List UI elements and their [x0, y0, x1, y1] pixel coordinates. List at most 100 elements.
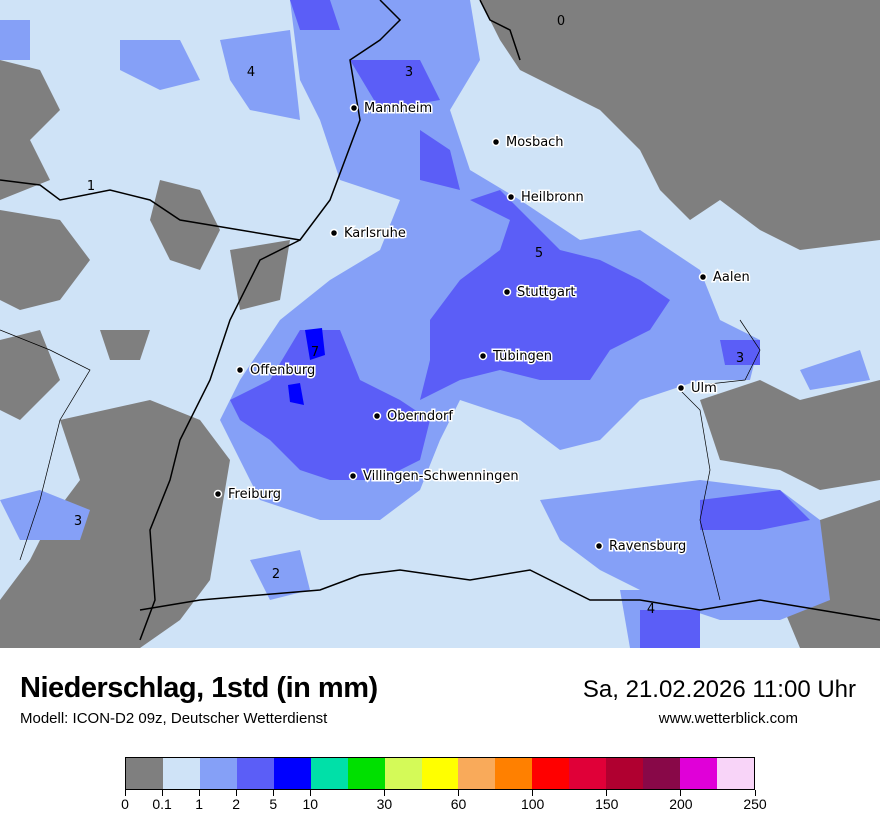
city-stuttgart: Stuttgart: [502, 284, 577, 302]
city-heilbronn: Heilbronn: [506, 189, 585, 207]
city-label: Mosbach: [506, 135, 564, 150]
tick-mark: [532, 790, 534, 796]
city-dot-icon: [213, 489, 223, 499]
city-label: Ravensburg: [609, 539, 686, 554]
city-label: Offenburg: [250, 363, 315, 378]
city-dot-icon: [594, 541, 604, 551]
contour-label: 4: [647, 602, 655, 617]
legend-swatch: [310, 758, 348, 789]
legend-swatch: [236, 758, 274, 789]
tick-mark: [458, 790, 460, 796]
city-dot-icon: [502, 287, 512, 297]
contour-label: 4: [247, 65, 255, 80]
city-dot-icon: [349, 103, 359, 113]
legend-swatch: [717, 758, 754, 789]
tick-mark: [606, 790, 608, 796]
map-title: Niederschlag, 1std (in mm): [20, 672, 378, 704]
tick-mark: [383, 790, 385, 796]
city-label: Villingen-Schwenningen: [363, 469, 519, 484]
city-label: Stuttgart: [517, 285, 575, 300]
color-legend: [125, 757, 755, 790]
legend-swatch: [606, 758, 644, 789]
contour-label: 1: [87, 179, 95, 194]
website-link[interactable]: www.wetterblick.com: [658, 710, 798, 727]
tick-label: 10: [302, 796, 319, 812]
legend-swatch: [532, 758, 570, 789]
city-label: Karlsruhe: [344, 226, 406, 241]
tick-mark: [680, 790, 682, 796]
legend-swatch: [458, 758, 496, 789]
tick-label: 0.1: [152, 796, 172, 812]
city-ulm: Ulm: [676, 380, 718, 398]
city-dot-icon: [491, 137, 501, 147]
city-label: Ulm: [691, 381, 717, 396]
tick-label: 30: [376, 796, 393, 812]
city-dot-icon: [348, 471, 358, 481]
legend-swatch: [643, 758, 681, 789]
city-label: Tübingen: [492, 349, 552, 364]
tick-mark: [198, 790, 200, 796]
precipitation-map: Mannheim Mosbach Heilbronn Karlsruhe Aalen St…: [0, 0, 880, 648]
city-dot-icon: [676, 383, 686, 393]
legend-swatch: [347, 758, 385, 789]
contour-label: 0: [557, 14, 565, 29]
forecast-datetime: Sa, 21.02.2026 11:00 Uhr: [582, 676, 856, 703]
legend-swatch: [569, 758, 607, 789]
legend-swatch: [495, 758, 533, 789]
contour-label: 3: [74, 514, 82, 529]
precip-2-5mm-areas: [230, 0, 810, 648]
contour-label: 3: [736, 351, 744, 366]
city-karlsruhe: Karlsruhe: [329, 225, 407, 243]
tick-mark: [272, 790, 274, 796]
no-precip-areas: [0, 0, 880, 648]
city-oberndorf: Oberndorf: [372, 408, 455, 426]
tick-label: 200: [669, 796, 693, 812]
city-dot-icon: [506, 192, 516, 202]
city-villingen-schwenningen: Villingen-Schwenningen: [348, 468, 520, 486]
tick-label: 150: [595, 796, 619, 812]
precip-5-10mm-areas: [288, 328, 325, 405]
contour-labels: 0 4 3 1 5 7 3 3 2 4: [74, 14, 744, 617]
city-dot-icon: [372, 411, 382, 421]
contour-label: 2: [272, 567, 280, 582]
city-tübingen: Tübingen: [478, 348, 554, 366]
city-aalen: Aalen: [698, 269, 751, 287]
city-dot-icon: [698, 272, 708, 282]
legend-swatch: [680, 758, 717, 789]
city-dot-icon: [478, 351, 488, 361]
city-label: Heilbronn: [521, 190, 584, 205]
tick-label: 1: [195, 796, 204, 812]
tick-label: 0: [121, 796, 129, 812]
legend-swatch: [273, 758, 311, 789]
legend-swatch: [199, 758, 237, 789]
tick-mark: [124, 790, 126, 796]
tick-mark: [754, 790, 756, 796]
city-label: Freiburg: [228, 487, 281, 502]
tick-label: 250: [743, 796, 767, 812]
tick-label: 60: [450, 796, 467, 812]
contour-label: 5: [535, 246, 543, 261]
contour-label: 3: [405, 65, 413, 80]
tick-label: 2: [232, 796, 241, 812]
city-markers: Mannheim Mosbach Heilbronn Karlsruhe Aalen St…: [213, 100, 751, 556]
model-source: Modell: ICON-D2 09z, Deutscher Wetterdie…: [20, 710, 328, 727]
tick-mark: [235, 790, 237, 796]
legend-swatch: [421, 758, 459, 789]
legend-swatch: [162, 758, 200, 789]
contour-label: 7: [311, 345, 319, 360]
borders: [0, 0, 880, 641]
legend-swatch: [384, 758, 422, 789]
tick-mark: [309, 790, 311, 796]
tick-label: 100: [520, 796, 545, 812]
city-dot-icon: [329, 228, 339, 238]
tick-mark: [161, 790, 163, 796]
city-label: Aalen: [713, 270, 750, 285]
tick-label: 5: [269, 796, 278, 812]
city-mannheim: Mannheim: [349, 100, 434, 118]
legend-swatch: [126, 758, 163, 789]
city-label: Oberndorf: [387, 409, 453, 424]
city-dot-icon: [235, 365, 245, 375]
city-ravensburg: Ravensburg: [594, 538, 688, 556]
city-mosbach: Mosbach: [491, 134, 565, 152]
legend-ticks: 0 0.1 1 2 5 10 30 60 100 150 200 250: [121, 790, 767, 820]
